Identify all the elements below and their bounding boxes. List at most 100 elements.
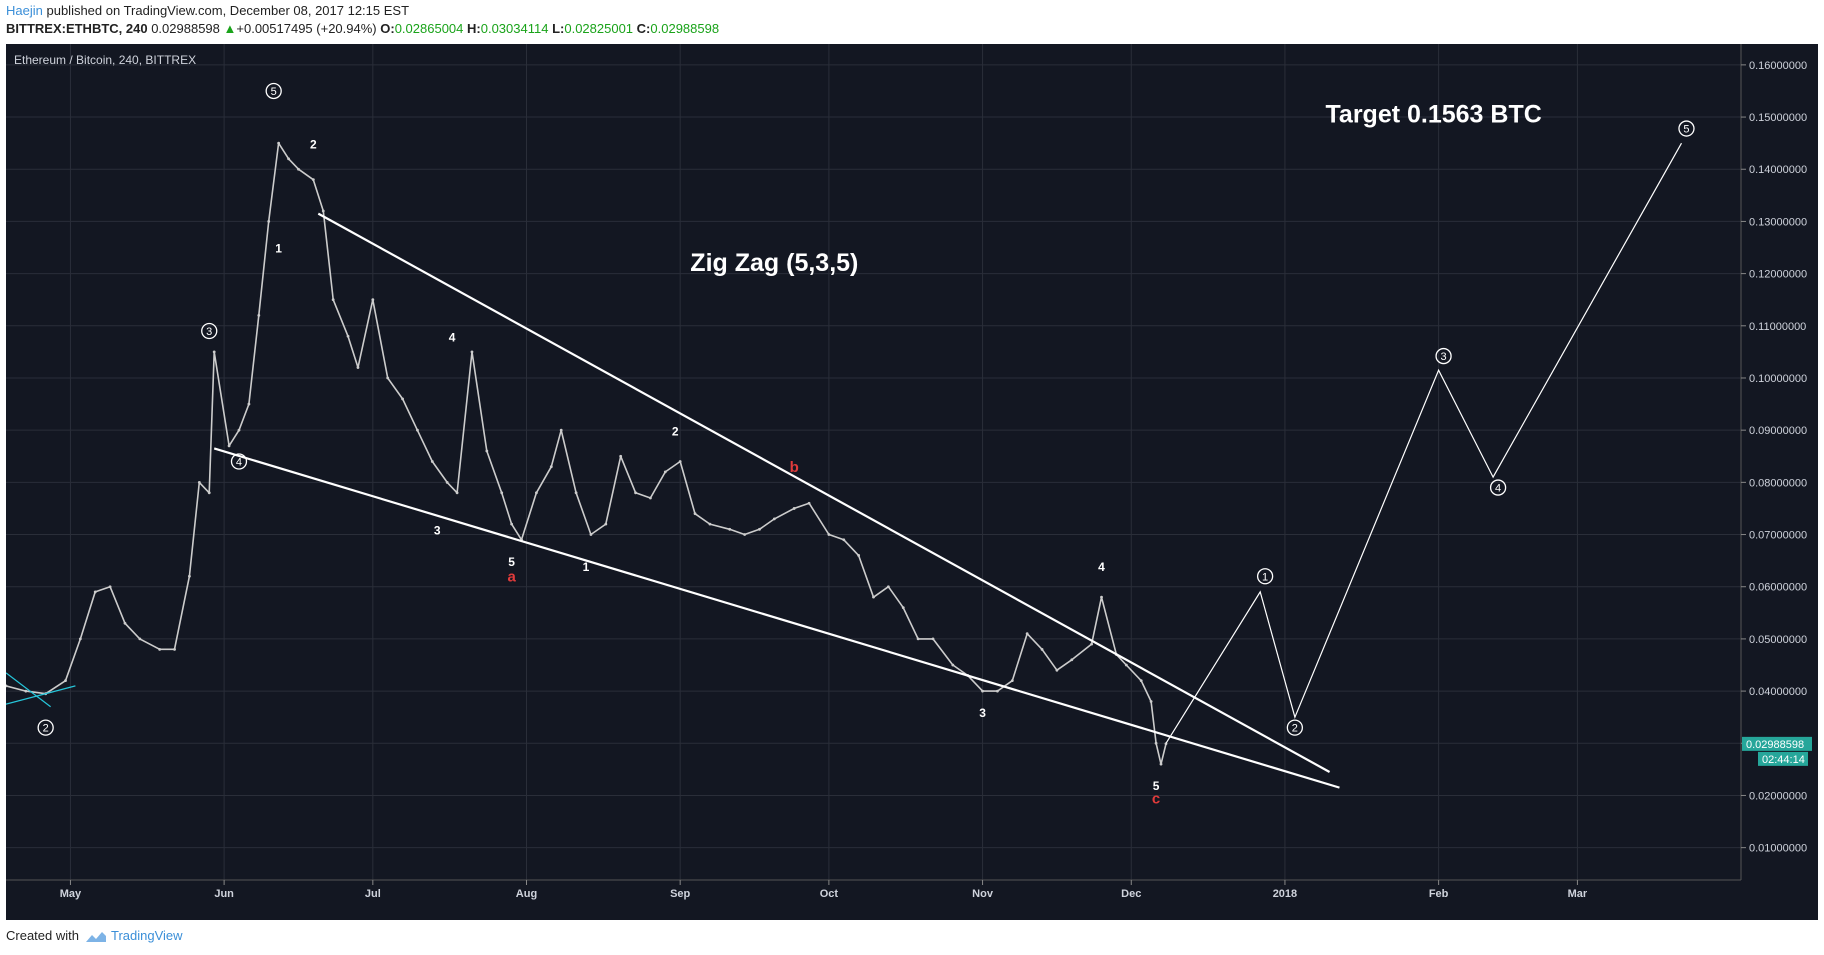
price-point <box>827 533 831 536</box>
wave-circle <box>1435 347 1452 365</box>
price-point <box>331 298 335 302</box>
wave-label: 5 <box>508 555 515 569</box>
price-point <box>267 220 271 223</box>
tradingview-logo-icon <box>85 931 106 942</box>
wave-circle <box>201 322 218 340</box>
symbol-line: BITTREX:ETHBTC, 240 0.02988598 ▲+0.00517… <box>6 21 719 36</box>
symbol: BITTREX:ETHBTC, 240 <box>6 21 148 36</box>
price-point <box>197 480 201 484</box>
price-point <box>430 460 434 463</box>
upper-trendline <box>317 212 1331 773</box>
wave-label-circled: 3 <box>206 326 212 338</box>
price-point <box>371 298 375 302</box>
x-tick-label: Jul <box>365 888 381 900</box>
wave-label: 2 <box>310 137 317 151</box>
price-point <box>356 366 360 369</box>
tradingview-link[interactable]: TradingView <box>110 928 183 943</box>
x-tick-label: Sep <box>670 888 690 900</box>
wave-label: 3 <box>979 706 986 720</box>
wave-circle <box>265 82 282 100</box>
close-label: C: <box>636 21 651 36</box>
price-point <box>311 178 315 182</box>
price-point <box>1124 663 1128 667</box>
chart-area[interactable]: Zig Zag (5,3,5) Target 0.1563 BTC 2 3 4 5 1 2 3 4… <box>6 44 1818 920</box>
last-price: 0.02988598 <box>151 21 220 36</box>
price-point <box>6 684 8 688</box>
publish-info: published on TradingView.com, December 0… <box>46 3 410 18</box>
y-tick-label: 0.15000000 <box>1749 112 1807 124</box>
x-tick-label: Feb <box>1429 888 1449 900</box>
price-point <box>1010 679 1014 683</box>
price-series <box>6 141 1168 766</box>
wave-label-red: a <box>507 569 516 586</box>
price-point <box>1055 668 1059 672</box>
price-point <box>981 689 984 693</box>
wave-label-circled: 5 <box>1683 124 1689 136</box>
price-point <box>227 444 231 448</box>
wave-circle <box>1256 568 1274 585</box>
price-point <box>619 454 623 458</box>
price-point <box>951 663 955 667</box>
price-point <box>589 533 593 536</box>
y-tick-label: 0.11000000 <box>1749 321 1806 333</box>
price-point <box>470 350 474 354</box>
price-point <box>445 480 449 484</box>
annotation-title: Target 0.1563 BTC <box>1326 100 1542 128</box>
price-point <box>1100 595 1103 599</box>
price-point <box>24 689 28 693</box>
price-point <box>857 554 861 557</box>
annotations: Zig Zag (5,3,5) Target 0.1563 BTC 2 3 4 5 1 2 3 4… <box>37 82 1695 807</box>
price-point <box>247 402 251 406</box>
annotation-title: Zig Zag (5,3,5) <box>690 249 858 277</box>
y-tick-label: 0.01000000 <box>1749 843 1807 855</box>
price-point <box>559 428 563 432</box>
price-point <box>277 141 281 145</box>
x-tick-label: Oct <box>820 888 839 900</box>
y-tick-label: 0.16000000 <box>1749 60 1807 72</box>
price-point <box>886 585 890 589</box>
price-point <box>708 522 712 526</box>
low-value: 0.02825001 <box>564 21 634 36</box>
y-tick-label: 0.09000000 <box>1749 425 1807 437</box>
wave-label: 2 <box>672 424 679 438</box>
wave-circle <box>1489 479 1507 496</box>
price-point <box>549 465 553 469</box>
price-point <box>1090 642 1094 646</box>
projection-path <box>1165 142 1683 744</box>
y-tick-label: 0.04000000 <box>1749 686 1807 698</box>
price-point <box>108 585 112 589</box>
x-tick-label: Dec <box>1121 888 1141 900</box>
price-point <box>173 647 176 651</box>
wave-label-circled: 3 <box>1441 351 1447 363</box>
price-point <box>158 647 162 651</box>
publish-line: Haejin published on TradingView.com, Dec… <box>6 3 409 18</box>
price-point <box>901 606 905 609</box>
high-label: H: <box>467 21 481 36</box>
price-point <box>500 491 504 495</box>
change: +0.00517495 (+20.94%) <box>236 21 377 36</box>
price-point <box>996 689 999 693</box>
price-point <box>758 527 761 531</box>
wave-label-circled: 4 <box>1495 483 1501 495</box>
wave-circle <box>230 453 248 470</box>
price-point <box>807 501 811 505</box>
price-point <box>212 350 216 354</box>
price-point <box>663 470 667 474</box>
wave-label-red: c <box>1152 790 1160 807</box>
x-tick-label: Nov <box>972 888 994 900</box>
price-point <box>401 397 404 401</box>
wave-label: 4 <box>449 330 456 344</box>
price-point <box>386 376 390 380</box>
price-point <box>842 538 846 542</box>
high-value: 0.03034114 <box>480 21 549 36</box>
author-link[interactable]: Haejin <box>6 3 43 18</box>
price-point <box>138 637 142 641</box>
price-point <box>321 209 325 213</box>
price-point <box>1025 632 1029 636</box>
price-point <box>1070 658 1074 662</box>
y-tick-label: 0.02000000 <box>1749 790 1807 802</box>
price-point <box>416 428 419 432</box>
price-tag-box <box>1742 736 1812 751</box>
lower-trendline <box>213 447 1340 789</box>
price-point <box>1040 647 1044 651</box>
